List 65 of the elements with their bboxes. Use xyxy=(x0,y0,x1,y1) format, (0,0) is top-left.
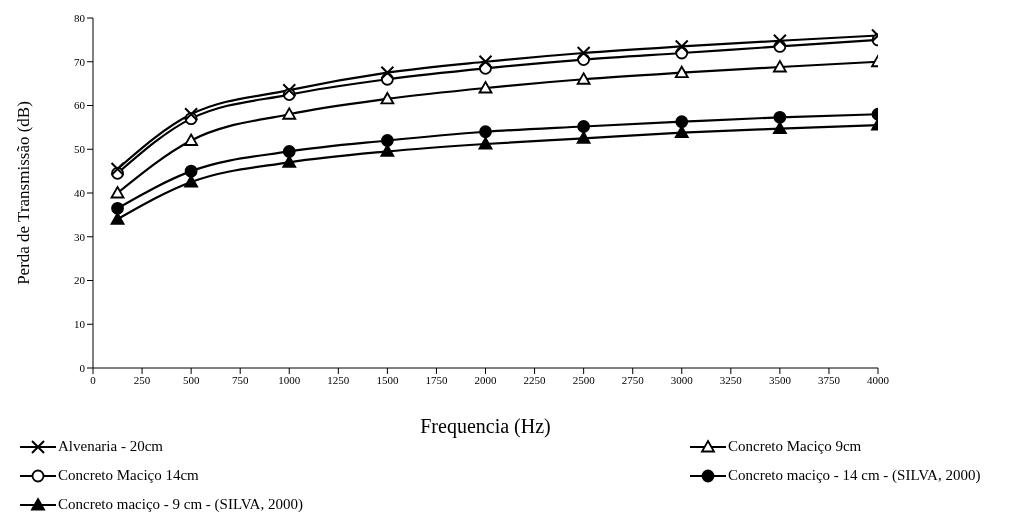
point xyxy=(282,107,297,120)
point xyxy=(675,115,689,129)
x-tick-label: 3250 xyxy=(719,373,743,386)
point xyxy=(282,145,296,158)
x-tick-label: 0 xyxy=(90,373,97,386)
x-axis-title: Frequencia (Hz) xyxy=(420,415,551,438)
x-tick-label: 2750 xyxy=(621,373,645,386)
y-tick-label: 30 xyxy=(74,230,86,243)
point xyxy=(674,65,689,79)
x-tick-label: 3750 xyxy=(817,373,841,386)
point xyxy=(184,133,199,146)
point xyxy=(773,110,787,124)
x-tick-label: 1250 xyxy=(327,373,350,386)
point xyxy=(772,60,787,73)
point xyxy=(380,134,394,147)
y-tick-label: 80 xyxy=(74,11,86,24)
legend-label: Concreto maciço - 9 cm - (SILVA, 2000) xyxy=(58,496,303,513)
x-tick-label: 750 xyxy=(231,373,249,386)
point xyxy=(110,186,125,199)
x-tick-label: 2250 xyxy=(523,373,547,386)
x-tick-label: 2000 xyxy=(474,373,497,386)
legend-label: Concreto Maciço 14cm xyxy=(58,467,199,484)
x-tick-label: 250 xyxy=(133,373,151,386)
legend-label: Alvenaria - 20cm xyxy=(58,438,163,455)
point xyxy=(184,164,198,178)
point xyxy=(110,161,125,176)
point xyxy=(380,144,395,157)
point xyxy=(479,125,492,139)
y-tick-label: 60 xyxy=(74,99,86,112)
point xyxy=(380,65,395,80)
legend-label: Concreto maciço - 14 cm - (SILVA, 2000) xyxy=(728,467,981,484)
point xyxy=(772,33,787,48)
x-tick-label: 500 xyxy=(182,373,200,386)
y-tick-label: 40 xyxy=(74,186,86,199)
y-axis-title: Perda de Transmissão (dB) xyxy=(14,101,34,285)
point xyxy=(380,92,395,105)
point xyxy=(576,72,591,85)
x-tick-label: 3000 xyxy=(670,373,694,386)
legend-label: Concreto Maciço 9cm xyxy=(728,438,862,455)
point xyxy=(674,125,689,139)
point xyxy=(576,131,591,144)
x-tick-label: 1750 xyxy=(425,373,448,386)
point xyxy=(478,54,493,69)
point xyxy=(184,107,199,122)
point xyxy=(478,81,493,94)
y-tick-label: 20 xyxy=(74,274,86,287)
point xyxy=(772,121,787,135)
point xyxy=(282,155,297,168)
point xyxy=(478,137,493,150)
y-tick-label: 70 xyxy=(74,55,86,68)
point xyxy=(110,212,125,225)
x-tick-label: 1500 xyxy=(376,373,399,386)
point xyxy=(282,83,297,98)
x-tick-label: 3500 xyxy=(768,373,792,386)
point xyxy=(576,46,591,60)
point xyxy=(674,39,689,54)
point xyxy=(577,120,591,133)
point xyxy=(111,201,124,215)
x-tick-label: 1000 xyxy=(278,373,301,386)
point xyxy=(184,175,199,188)
y-tick-label: 0 xyxy=(79,361,86,374)
x-tick-label: 4000 xyxy=(867,373,890,386)
y-tick-label: 10 xyxy=(74,318,86,331)
y-tick-label: 50 xyxy=(74,143,86,156)
x-tick-label: 2500 xyxy=(572,373,596,386)
